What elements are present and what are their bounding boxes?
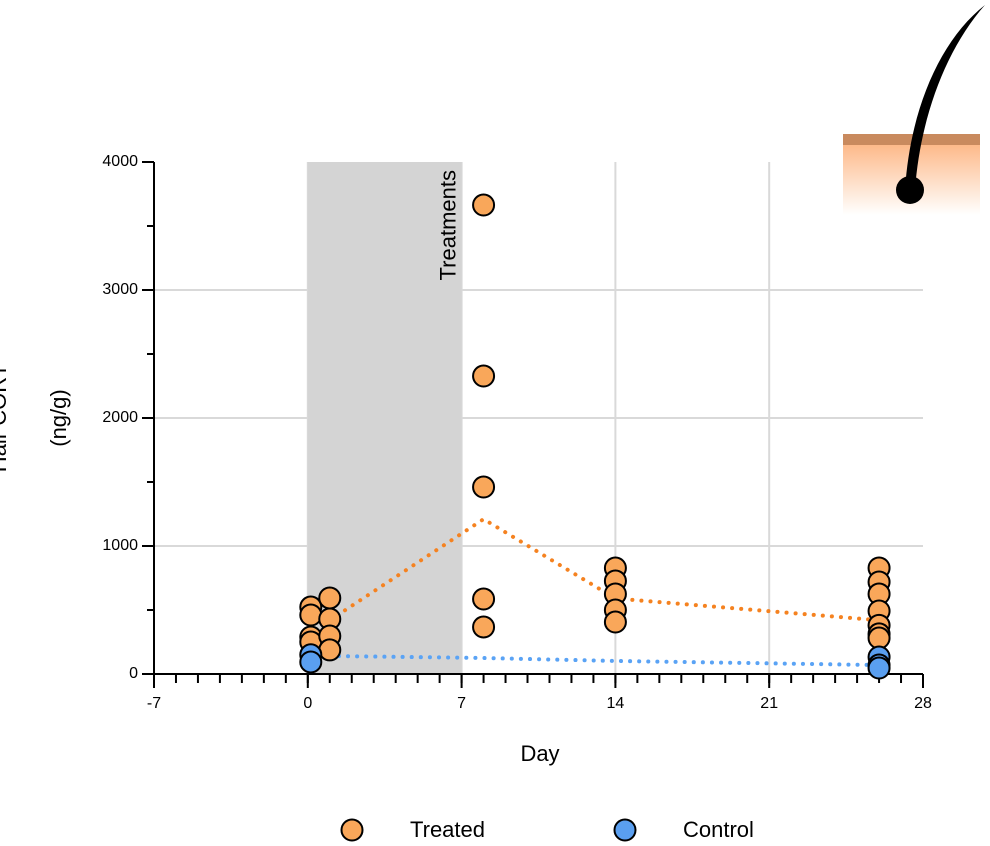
data-point (299, 603, 323, 627)
y-tick-label: 4000 (102, 153, 138, 170)
data-point (867, 626, 891, 650)
x-tick-label: 28 (914, 695, 932, 712)
y-tick-label: 3000 (102, 281, 138, 298)
data-point (472, 615, 496, 639)
x-tick-label: 7 (457, 695, 466, 712)
data-point (318, 638, 342, 662)
y-tick-label: 1000 (102, 537, 138, 554)
y-tick-label: 0 (129, 665, 138, 682)
data-point (472, 193, 496, 217)
data-point (472, 364, 496, 388)
y-axis-label: (ng/g) (46, 389, 71, 446)
mean-line (327, 516, 882, 623)
x-tick-label: 21 (760, 695, 778, 712)
x-tick-label: 14 (607, 695, 625, 712)
legend-label: Treated (410, 817, 485, 842)
data-point (603, 610, 627, 634)
data-point (472, 475, 496, 499)
legend-label: Control (683, 817, 754, 842)
data-point (318, 586, 342, 610)
y-tick-label: 2000 (102, 409, 138, 426)
data-point (299, 650, 323, 674)
annotation: Treatments (435, 170, 460, 280)
mean-line (327, 653, 882, 668)
legend-marker (613, 818, 637, 842)
hair-icon (843, 5, 985, 215)
x-axis-label: Day (520, 741, 559, 766)
x-tick-label: -7 (147, 695, 161, 712)
data-point (867, 656, 891, 680)
y-axis-label: Hair CORT (0, 364, 11, 472)
legend-marker (340, 818, 364, 842)
data-point (472, 587, 496, 611)
x-tick-label: 0 (303, 695, 312, 712)
